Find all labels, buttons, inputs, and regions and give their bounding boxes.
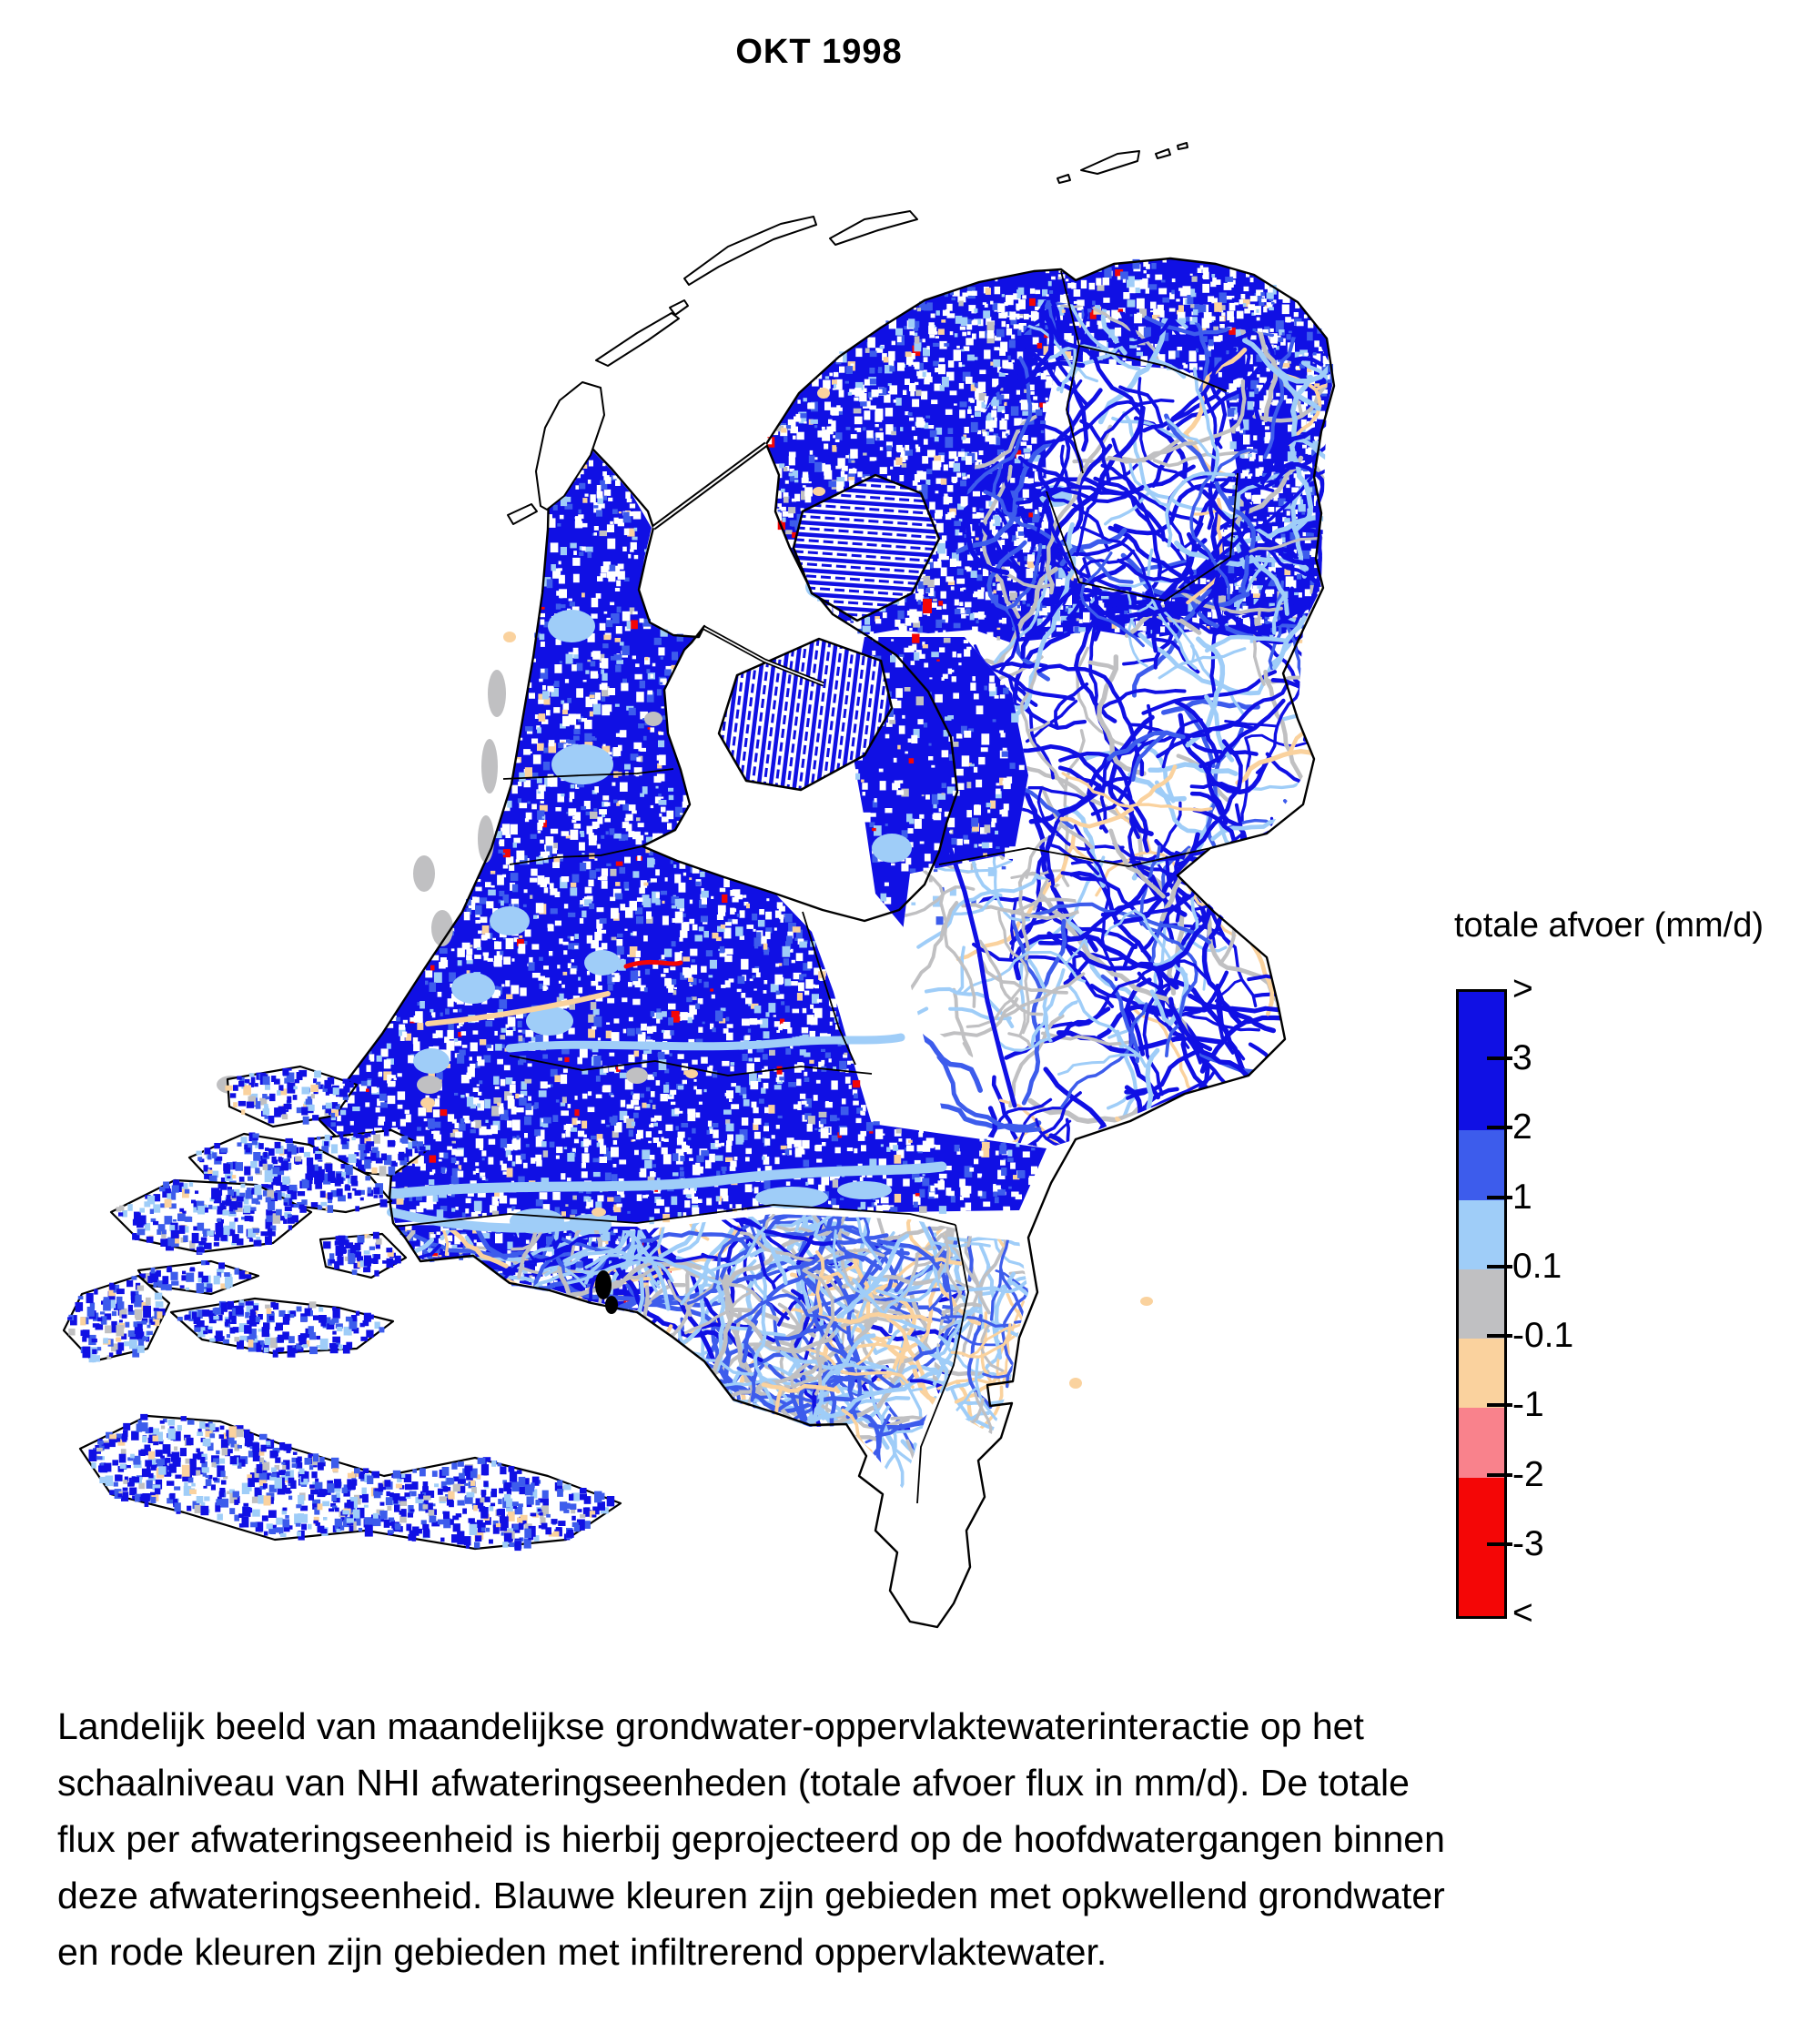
legend-boundary-label: 3 bbox=[1512, 1038, 1532, 1078]
island-outline bbox=[595, 312, 680, 367]
legend-boundary-label: -2 bbox=[1512, 1454, 1544, 1494]
legend-tick-mark bbox=[1487, 1334, 1512, 1339]
dense-region-west bbox=[311, 431, 1046, 1223]
legend-title: totale afvoer (mm/d) bbox=[1454, 906, 1764, 945]
legend-tick-mark bbox=[1487, 1542, 1512, 1546]
caption-line: deze afwateringseenheid. Blauwe kleuren … bbox=[57, 1875, 1445, 1916]
legend-segment-7 bbox=[1459, 1477, 1504, 1547]
rivers-band bbox=[387, 834, 1017, 1233]
legend-segment-5 bbox=[1459, 1339, 1504, 1409]
mainland-outline bbox=[308, 257, 1336, 1629]
legend-segment-6 bbox=[1459, 1408, 1504, 1478]
infiltrating-stream-orange bbox=[425, 991, 611, 1026]
legend-tick-mark bbox=[1487, 1403, 1512, 1408]
soft-patches bbox=[116, 388, 1153, 1389]
legend-boundary-label: 2 bbox=[1512, 1107, 1532, 1147]
legend-tick-mark bbox=[1487, 1472, 1512, 1477]
legend-segment-8 bbox=[1459, 1546, 1504, 1616]
legend-segment-4 bbox=[1459, 1269, 1504, 1339]
flevopolder bbox=[717, 637, 894, 792]
island-outline bbox=[1155, 148, 1171, 159]
legend-tick-mark bbox=[1487, 1264, 1512, 1269]
island-outline bbox=[1057, 174, 1071, 184]
wadden-islands bbox=[507, 142, 1188, 525]
legend-boundary-label: 1 bbox=[1512, 1177, 1532, 1217]
legend-segment-0 bbox=[1459, 992, 1504, 1062]
legend-segment-3 bbox=[1459, 1199, 1504, 1269]
legend-segment-1 bbox=[1459, 1061, 1504, 1131]
flevoland-polders bbox=[652, 441, 941, 792]
legend-colorbar bbox=[1456, 989, 1507, 1619]
legend-tick-mark bbox=[1487, 1056, 1512, 1061]
legend-boundary-label: -0.1 bbox=[1512, 1316, 1574, 1356]
legend-tick-mark bbox=[1487, 1126, 1512, 1130]
province-borders bbox=[394, 270, 1239, 1504]
caption-line: en rode kleuren zijn gebieden met infilt… bbox=[57, 1931, 1107, 1973]
map-extras bbox=[595, 599, 932, 1314]
island-outline bbox=[683, 216, 817, 286]
island-outline bbox=[535, 381, 605, 510]
speckles-west bbox=[312, 440, 1037, 1225]
caption-line: flux per afwateringseenheid is hierbij g… bbox=[57, 1818, 1445, 1860]
black-mark bbox=[595, 1270, 612, 1299]
legend-tick-mark bbox=[1487, 1195, 1512, 1199]
red-flux-spot bbox=[923, 599, 932, 613]
legend-boundary-label: -3 bbox=[1512, 1523, 1544, 1563]
red-river-segment bbox=[623, 959, 683, 969]
legend-segment-2 bbox=[1459, 1130, 1504, 1200]
legend-boundary-label: 0.1 bbox=[1512, 1246, 1562, 1286]
zeeland-islands bbox=[62, 1065, 622, 1552]
caption-line: schaalniveau van NHI afwateringseenheden… bbox=[57, 1762, 1410, 1804]
legend-boundary-label: -1 bbox=[1512, 1385, 1544, 1425]
figure-caption: Landelijk beeld van maandelijkse grondwa… bbox=[57, 1698, 1795, 1980]
island-outline bbox=[507, 503, 538, 525]
island-outline bbox=[669, 299, 689, 316]
island-outline bbox=[1080, 150, 1140, 175]
island-outline bbox=[1177, 142, 1188, 150]
noordoostpolder bbox=[792, 473, 941, 622]
legend-boundary-label: < bbox=[1512, 1593, 1533, 1633]
legend-boundary-label: > bbox=[1512, 969, 1533, 1008]
island-outline bbox=[829, 210, 918, 246]
map-title: OKT 1998 bbox=[735, 33, 903, 71]
caption-line: Landelijk beeld van maandelijkse grondwa… bbox=[57, 1705, 1364, 1747]
netherlands-map bbox=[62, 142, 1336, 1629]
channel-region-brabant bbox=[400, 1214, 966, 1489]
